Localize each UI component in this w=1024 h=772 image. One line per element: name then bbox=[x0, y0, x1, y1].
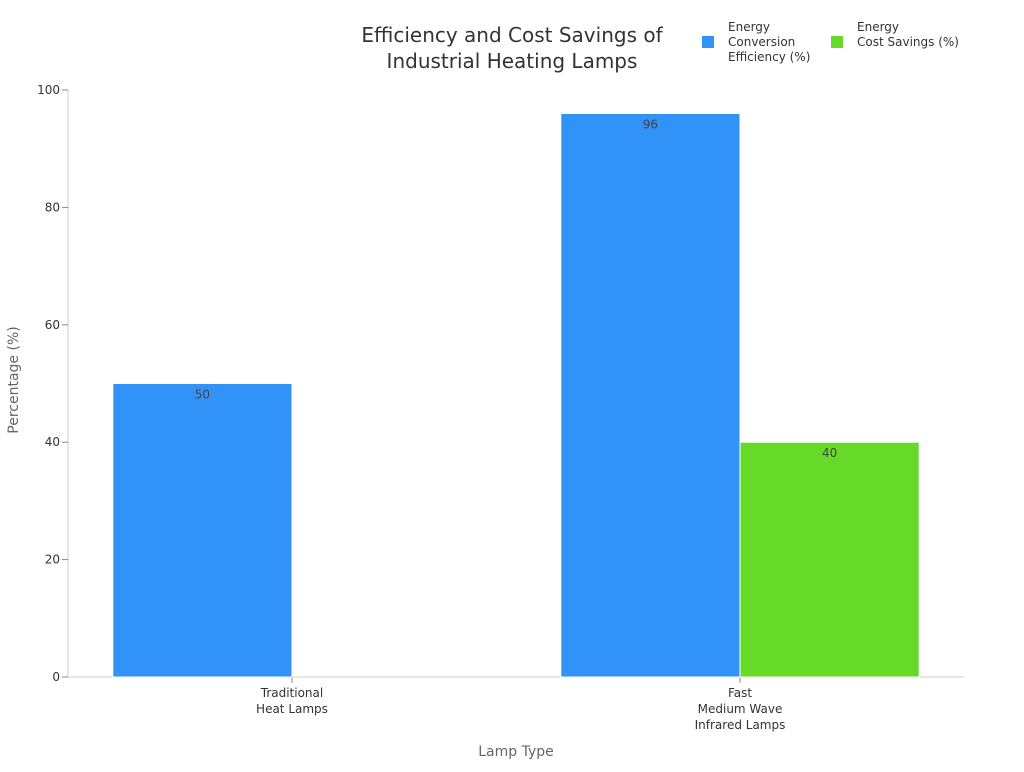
x-tick-label: Infrared Lamps bbox=[695, 718, 786, 732]
chart-title: Efficiency and Cost Savings ofIndustrial… bbox=[361, 23, 663, 73]
y-tick-label: 80 bbox=[45, 200, 60, 214]
x-tick-label: Heat Lamps bbox=[256, 702, 328, 716]
legend-label: Efficiency (%) bbox=[728, 50, 810, 64]
chart-title-line: Industrial Heating Lamps bbox=[387, 49, 638, 73]
x-axis-title: Lamp Type bbox=[478, 744, 554, 760]
bar[interactable] bbox=[112, 383, 293, 678]
legend-label: Energy bbox=[728, 20, 770, 34]
bars bbox=[112, 112, 920, 678]
legend-swatch bbox=[702, 36, 714, 48]
y-tick-label: 60 bbox=[45, 318, 60, 332]
y-tick-label: 100 bbox=[37, 83, 60, 97]
legend-label: Energy bbox=[857, 20, 899, 34]
bar[interactable] bbox=[739, 441, 920, 678]
y-tick-label: 40 bbox=[45, 435, 60, 449]
x-tick-label: Fast bbox=[728, 686, 752, 700]
y-tick-label: 20 bbox=[45, 553, 60, 567]
bar[interactable] bbox=[560, 112, 741, 678]
legend-swatch bbox=[831, 36, 843, 48]
legend-label: Conversion bbox=[728, 35, 795, 49]
x-tick-label: Medium Wave bbox=[698, 702, 783, 716]
y-tick-label: 0 bbox=[52, 670, 60, 684]
legend-label: Cost Savings (%) bbox=[857, 35, 959, 49]
x-axis: Traditional Heat Lamps Fast Medium Wave Infr… bbox=[68, 676, 964, 732]
bar-value-label: 96 bbox=[643, 117, 658, 131]
y-axis-title: Percentage (%) bbox=[6, 326, 22, 433]
x-tick-label: Traditional bbox=[260, 686, 323, 700]
bar-value-label: 50 bbox=[195, 388, 210, 402]
y-axis: 0 20 40 60 80 100 bbox=[37, 83, 69, 684]
data-labels: 50 96 40 bbox=[195, 117, 837, 460]
chart-title-line: Efficiency and Cost Savings of bbox=[361, 23, 663, 47]
bar-value-label: 40 bbox=[822, 446, 837, 460]
